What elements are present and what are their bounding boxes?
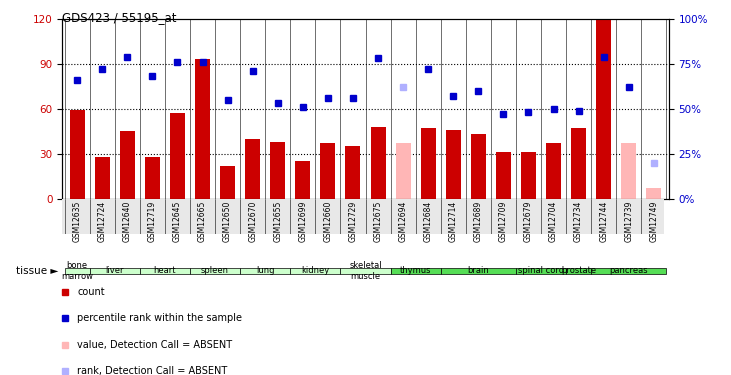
Bar — [621, 143, 636, 199]
Text: GSM12709: GSM12709 — [499, 201, 508, 242]
Bar — [170, 113, 185, 199]
Text: bone
marrow: bone marrow — [61, 261, 93, 280]
Text: prostate: prostate — [561, 266, 596, 275]
Text: GSM12724: GSM12724 — [98, 201, 107, 242]
Bar — [64, 268, 90, 274]
Text: pancreas: pancreas — [610, 266, 648, 275]
Text: GSM12675: GSM12675 — [374, 201, 382, 242]
Bar — [571, 128, 586, 199]
Bar — [596, 19, 611, 199]
Bar — [521, 152, 536, 199]
Bar — [546, 143, 561, 199]
Text: GDS423 / 55195_at: GDS423 / 55195_at — [62, 11, 177, 24]
Text: GSM12699: GSM12699 — [298, 201, 307, 242]
Bar — [245, 139, 260, 199]
Text: count: count — [77, 287, 105, 297]
Text: GSM12650: GSM12650 — [223, 201, 232, 242]
Text: spinal cord: spinal cord — [518, 266, 564, 275]
Text: GSM12729: GSM12729 — [349, 201, 357, 242]
Text: GSM12684: GSM12684 — [424, 201, 433, 242]
Bar — [441, 268, 516, 274]
Text: lung: lung — [256, 266, 274, 275]
Bar — [295, 161, 311, 199]
Bar — [346, 146, 360, 199]
Bar — [290, 268, 341, 274]
Text: GSM12655: GSM12655 — [273, 201, 282, 242]
Bar — [591, 268, 667, 274]
Bar — [270, 142, 285, 199]
Text: value, Detection Call = ABSENT: value, Detection Call = ABSENT — [77, 340, 232, 350]
Text: GSM12734: GSM12734 — [574, 201, 583, 242]
Text: GSM12689: GSM12689 — [474, 201, 482, 242]
Text: tissue ►: tissue ► — [16, 266, 58, 276]
Text: brain: brain — [467, 266, 489, 275]
Text: GSM12744: GSM12744 — [599, 201, 608, 242]
Bar — [140, 268, 190, 274]
Bar — [646, 191, 662, 199]
Text: GSM12670: GSM12670 — [249, 201, 257, 242]
Bar — [190, 268, 240, 274]
Bar — [496, 152, 511, 199]
Text: GSM12679: GSM12679 — [524, 201, 533, 242]
Text: GSM12749: GSM12749 — [649, 201, 659, 242]
Text: GSM12739: GSM12739 — [624, 201, 633, 242]
Text: percentile rank within the sample: percentile rank within the sample — [77, 313, 242, 323]
Bar — [646, 188, 662, 199]
Text: GSM12714: GSM12714 — [449, 201, 458, 242]
Bar — [220, 166, 235, 199]
Text: GSM12635: GSM12635 — [72, 201, 82, 242]
Bar — [395, 143, 411, 199]
Text: GSM12640: GSM12640 — [123, 201, 132, 242]
Text: rank, Detection Call = ABSENT: rank, Detection Call = ABSENT — [77, 366, 227, 375]
Bar — [120, 131, 135, 199]
Text: GSM12660: GSM12660 — [323, 201, 333, 242]
Bar — [240, 268, 290, 274]
Text: thymus: thymus — [400, 266, 431, 275]
Bar — [320, 143, 336, 199]
Text: liver: liver — [105, 266, 124, 275]
Text: skeletal
muscle: skeletal muscle — [349, 261, 382, 280]
Bar — [420, 128, 436, 199]
Bar — [566, 268, 591, 274]
Text: GSM12645: GSM12645 — [173, 201, 182, 242]
Bar — [471, 134, 486, 199]
Text: GSM12704: GSM12704 — [549, 201, 558, 242]
Bar — [446, 130, 461, 199]
Bar — [145, 157, 160, 199]
Bar — [516, 268, 566, 274]
Text: spleen: spleen — [201, 266, 229, 275]
Bar — [341, 268, 390, 274]
Bar — [195, 59, 210, 199]
Bar — [95, 157, 110, 199]
Bar — [69, 110, 85, 199]
Text: kidney: kidney — [301, 266, 330, 275]
Text: GSM12694: GSM12694 — [398, 201, 408, 242]
Bar — [90, 268, 140, 274]
Bar — [371, 127, 385, 199]
Text: GSM12665: GSM12665 — [198, 201, 207, 242]
Bar — [390, 268, 441, 274]
Text: GSM12719: GSM12719 — [148, 201, 157, 242]
Text: heart: heart — [154, 266, 176, 275]
